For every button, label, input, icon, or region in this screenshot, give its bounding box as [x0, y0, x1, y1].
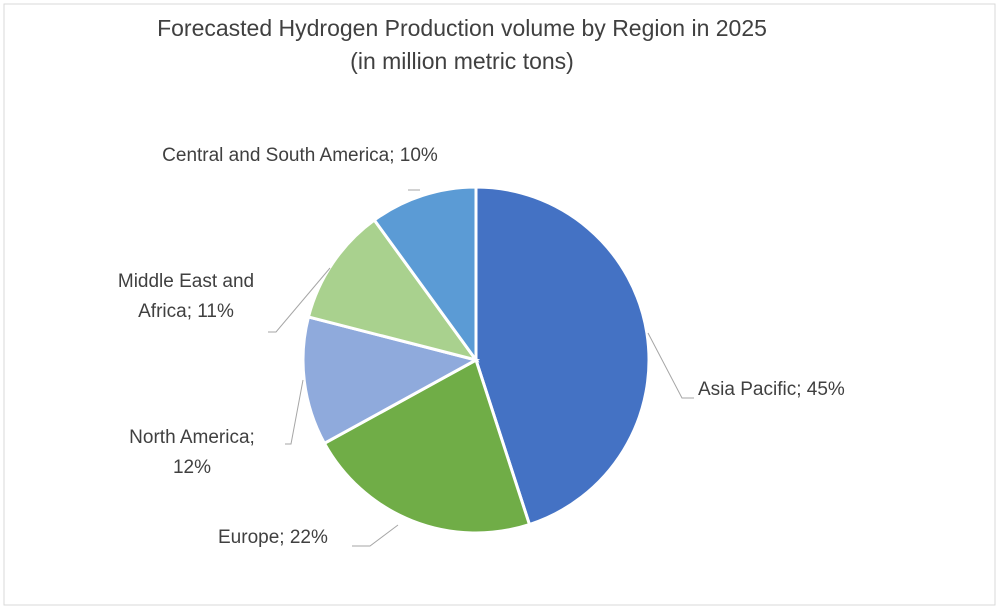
leader-line	[647, 332, 694, 399]
chart-subtitle: (in million metric tons)	[350, 48, 574, 74]
data-label: North America; 12%	[129, 427, 255, 478]
data-label-line: Asia Pacific; 45%	[698, 379, 845, 400]
data-label-line: Africa; 11%	[138, 301, 234, 322]
pie-slice	[306, 217, 480, 363]
pie-slice	[322, 357, 532, 535]
data-label: Asia Pacific; 45%	[698, 379, 845, 400]
data-label-line: Central and South America; 10%	[162, 145, 438, 166]
pie-slice	[301, 315, 481, 446]
leader-line	[268, 267, 331, 333]
data-label-line: Europe; 22%	[218, 527, 328, 548]
chart-title: Forecasted Hydrogen Production volume by…	[157, 15, 767, 41]
pie-slice	[474, 185, 651, 527]
pie-slice	[372, 185, 478, 365]
data-label: Europe; 22%	[218, 527, 328, 548]
data-label-line: North America;	[129, 427, 255, 448]
data-label-line: 12%	[173, 457, 211, 478]
data-label-line: Middle East and	[118, 271, 254, 292]
leader-line	[352, 524, 399, 547]
data-label: Middle East and Africa; 11%	[118, 271, 254, 322]
leader-line	[285, 379, 304, 445]
data-label: Central and South America; 10%	[162, 145, 438, 166]
